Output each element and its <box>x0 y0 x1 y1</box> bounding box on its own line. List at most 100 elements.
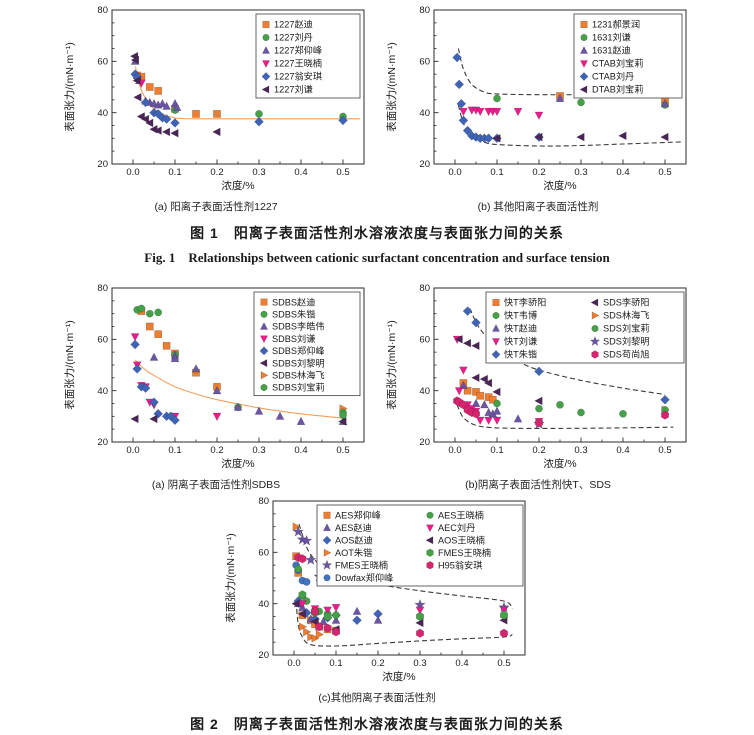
svg-text:0.2: 0.2 <box>210 445 223 456</box>
legend-marker-triangle-down-icon <box>260 335 268 344</box>
x-axis-label: 浓度/% <box>543 179 576 192</box>
svg-text:0.4: 0.4 <box>616 445 629 456</box>
legend-marker-triangle-down-icon <box>426 524 434 533</box>
legend-label: 快T朱锴 <box>504 349 537 360</box>
legend-marker-triangle-left-icon <box>261 85 270 94</box>
y-axis-label: 表面张力/(mN·m⁻¹) <box>224 533 237 623</box>
legend-marker-diamond-icon <box>259 346 269 356</box>
svg-text:0.4: 0.4 <box>616 167 629 178</box>
series-10 <box>294 553 508 638</box>
chart-subcaption-1b: (b) 其他阳离子表面活性剂 <box>477 201 599 213</box>
series-1 <box>133 304 242 412</box>
figure2-title-chinese: 图 2 阴离子表面活性剂水溶液浓度与表面张力间的关系 <box>190 716 564 732</box>
legend: 1231郝景润 1631刘谦 1631赵迪 CTAB刘宝莉 CTAB刘丹 DTAB刘宝莉 <box>573 13 683 99</box>
figure1-title-chinese: 图 1 阳离子表面活性剂水溶液浓度与表面张力间的关系 <box>190 225 564 241</box>
legend-label: SDS刘宝莉 <box>603 323 649 334</box>
legend-marker-circle-icon <box>260 310 268 318</box>
legend-marker-hexagon-icon <box>426 561 434 570</box>
svg-text:40: 40 <box>419 386 430 397</box>
series-4 <box>462 306 670 405</box>
chart-anionic-kuait-sds-canvas: 0.0 0.1 0.2 0.3 0.4 0.5 20 40 60 80 浓度/% 表面张力/(mN·m… <box>385 283 687 470</box>
svg-text:0.0: 0.0 <box>126 167 139 178</box>
chart-subcaption-2c: (c)其他阴离子表面活性剂 <box>318 692 436 704</box>
series-1 <box>493 399 627 418</box>
legend-label: SDS林海飞 <box>603 310 649 321</box>
series-7 <box>556 401 669 414</box>
legend-label: SDS李骄阳 <box>603 297 649 308</box>
chart-subcaption-1a: (a) 阳离子表面活性剂1227 <box>154 201 278 213</box>
legend-marker-triangle-right-icon <box>323 548 332 557</box>
svg-text:80: 80 <box>258 496 269 507</box>
chart-subcaption-2a: (a) 阴离子表面活性剂SDBS <box>151 479 281 491</box>
svg-text:0.1: 0.1 <box>168 167 181 178</box>
svg-text:0.3: 0.3 <box>252 167 265 178</box>
legend-label: Dowfax郑仰峰 <box>335 572 393 583</box>
x-axis-label: 浓度/% <box>382 670 415 683</box>
x-axis-label: 浓度/% <box>221 179 254 192</box>
figure-2: 0.0 0.1 0.2 0.3 0.4 0.5 20 40 60 80 浓度/% 表面张力/(mN·m… <box>0 282 754 734</box>
legend-marker-circle-icon <box>323 574 331 582</box>
svg-text:0.2: 0.2 <box>532 445 545 456</box>
series-4 <box>130 69 348 128</box>
chart-other-anionic-canvas: 0.0 0.1 0.2 0.3 0.4 0.5 20 40 60 80 浓度/% 表面张力/(mN·m… <box>224 496 526 683</box>
axes: 0.0 0.1 0.2 0.3 0.4 0.5 20 40 60 80 <box>419 5 687 178</box>
figure1-chart-row: 0.0 0.1 0.2 0.3 0.4 0.5 20 40 60 80 浓度/% 表面张力/(mN·m… <box>0 4 754 215</box>
legend-label: SDBS林海飞 <box>272 370 325 381</box>
series-5 <box>492 131 669 143</box>
chart-anionic-kuait-sds: 0.0 0.1 0.2 0.3 0.4 0.5 20 40 60 80 浓度/% 表面张力/(mN·m… <box>382 282 694 493</box>
legend-label: SDBS朱锴 <box>272 309 315 320</box>
y-axis-label: 表面张力/(mN·m⁻¹) <box>63 42 76 132</box>
svg-text:0.5: 0.5 <box>497 658 510 669</box>
legend-label: 1227翁安琪 <box>274 71 322 82</box>
chart-anionic-sdbs-canvas: 0.0 0.1 0.2 0.3 0.4 0.5 20 40 60 80 浓度/% 表面张力/(mN·m… <box>63 283 365 470</box>
svg-text:60: 60 <box>97 335 108 346</box>
legend-marker-triangle-up-icon <box>260 322 268 330</box>
figure1-title-english: Fig. 1 Relationships between cationic su… <box>144 250 610 265</box>
svg-text:40: 40 <box>97 386 108 397</box>
axes: 0.0 0.1 0.2 0.3 0.4 0.5 20 40 60 80 <box>258 496 526 669</box>
svg-text:40: 40 <box>419 108 430 119</box>
svg-text:0.1: 0.1 <box>168 445 181 456</box>
legend-label: SDBS郑仰峰 <box>272 345 325 356</box>
series-5 <box>130 414 347 426</box>
legend-label: SDBS赵迪 <box>272 296 315 307</box>
legend: 1227赵迪 1227刘丹 1227郑仰峰 1227王晓楠 1227翁安琪 1227刘谦 <box>255 13 361 99</box>
legend-label: CTAB刘丹 <box>592 71 634 82</box>
legend-marker-triangle-right-icon <box>591 311 600 320</box>
legend-marker-triangle-up-icon <box>580 46 588 54</box>
svg-text:0.2: 0.2 <box>532 167 545 178</box>
svg-text:20: 20 <box>97 159 108 170</box>
legend-marker-diamond-icon <box>261 72 271 81</box>
series-3 <box>130 333 222 422</box>
legend-label: AOS赵迪 <box>335 534 373 545</box>
svg-text:0.3: 0.3 <box>574 445 587 456</box>
svg-text:0.0: 0.0 <box>448 445 461 456</box>
legend-marker-circle-icon <box>426 511 434 519</box>
legend-label: AES王晓楠 <box>438 509 484 520</box>
svg-text:0.1: 0.1 <box>329 658 342 669</box>
legend-marker-triangle-down-icon <box>262 60 270 68</box>
series-5 <box>454 335 543 406</box>
x-axis-label: 浓度/% <box>543 457 576 470</box>
svg-text:0.5: 0.5 <box>336 167 349 178</box>
figure2-chart-row: 0.0 0.1 0.2 0.3 0.4 0.5 20 40 60 80 浓度/% 表面张力/(mN·m… <box>0 282 754 493</box>
svg-text:0.3: 0.3 <box>413 658 426 669</box>
legend-label: 快T刘谦 <box>504 336 537 347</box>
y-axis-label: 表面张力/(mN·m⁻¹) <box>385 42 398 132</box>
chart-other-anionic: 0.0 0.1 0.2 0.3 0.4 0.5 20 40 60 80 浓度/% 表面张力/(mN·m… <box>221 495 533 706</box>
legend-label: SDS刘黎明 <box>603 336 649 347</box>
legend-label: SDBS刘黎明 <box>272 357 325 368</box>
chart-anionic-sdbs: 0.0 0.1 0.2 0.3 0.4 0.5 20 40 60 80 浓度/% 表面张力/(mN·m… <box>60 282 372 493</box>
legend-marker-diamond-icon <box>491 350 501 359</box>
legend-label: H95翁安琪 <box>438 559 482 570</box>
series-5 <box>129 51 221 138</box>
legend-marker-diamond-icon <box>579 72 589 81</box>
legend-label: 1227郑仰峰 <box>274 45 322 56</box>
legend-marker-hexagon-icon <box>426 548 434 557</box>
legend-label: 快T赵迪 <box>504 323 537 334</box>
svg-text:0.0: 0.0 <box>448 167 461 178</box>
svg-text:0.5: 0.5 <box>658 445 671 456</box>
series-2 <box>555 93 670 108</box>
